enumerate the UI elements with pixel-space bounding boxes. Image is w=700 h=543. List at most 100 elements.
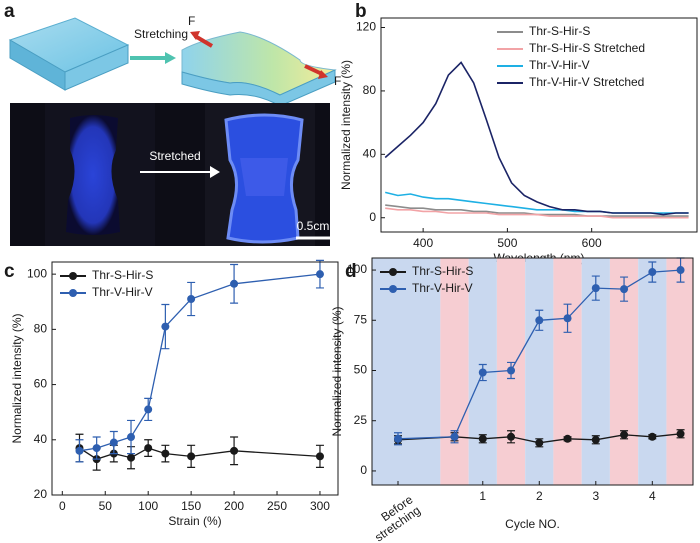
marker (187, 452, 196, 461)
marker (161, 322, 170, 331)
cycle-band (666, 258, 693, 485)
marker (478, 368, 487, 377)
marker (230, 446, 239, 455)
y-axis-title: Normalized intensity (%) (330, 306, 344, 436)
marker (648, 432, 657, 441)
y-tick-label: 50 (354, 363, 368, 377)
x-tick-label: 400 (413, 236, 433, 250)
marker (144, 444, 153, 453)
x-tick-label: 2 (536, 489, 543, 503)
marker (127, 433, 136, 442)
y-tick-label: 75 (354, 312, 368, 326)
cycle-band (553, 258, 582, 485)
marker (620, 285, 629, 294)
force-label: F (188, 14, 195, 28)
legend-label: Thr-S-Hir-S (529, 24, 590, 38)
y-tick-label: 40 (34, 432, 48, 446)
marker (75, 446, 84, 455)
marker (676, 429, 685, 438)
x-tick-label: 100 (138, 499, 158, 513)
marker (563, 314, 572, 323)
x-tick-label: 200 (224, 499, 244, 513)
marker (478, 434, 487, 443)
scale-bar-label: 0.5cm (297, 219, 330, 233)
x-tick-label: 150 (181, 499, 201, 513)
x-tick-label: 0 (59, 499, 66, 513)
axes-frame (51, 261, 339, 496)
legend-label: Thr-S-Hir-S (92, 268, 153, 282)
y-tick-label: 20 (34, 487, 48, 501)
illustration (8, 17, 337, 246)
force-label: F (334, 74, 341, 88)
x-tick-label: 600 (582, 236, 602, 250)
marker (92, 444, 101, 453)
cycle-band (638, 258, 667, 485)
marker (620, 430, 629, 439)
marker (507, 432, 516, 441)
marker (563, 434, 572, 443)
legend-label: Thr-V-Hir-V (92, 285, 153, 299)
y-tick-label: 100 (27, 266, 47, 280)
y-tick-label: 80 (34, 322, 48, 336)
marker (161, 449, 170, 458)
legend-marker (389, 268, 397, 276)
x-axis-title: Cycle NO. (505, 517, 560, 531)
x-tick-label: Beforestretching (365, 492, 423, 543)
marker (648, 268, 657, 277)
y-tick-label: 120 (356, 20, 376, 34)
marker (507, 366, 516, 375)
y-tick-label: 80 (363, 83, 377, 97)
annotation: Stretching (134, 27, 188, 41)
series-line (385, 207, 689, 219)
y-axis-title: Normalized intensity (%) (10, 313, 24, 443)
series-line (79, 273, 321, 452)
legend-label: Thr-V-Hir-V (412, 281, 473, 295)
marker (315, 452, 324, 461)
marker (127, 453, 136, 462)
x-tick-label: 500 (497, 236, 517, 250)
panel-label: a (4, 1, 15, 22)
panel-label: d (345, 261, 357, 282)
legend-label: Thr-S-Hir-S (412, 264, 473, 278)
panel-label: b (355, 1, 367, 22)
x-tick-label: 4 (649, 489, 656, 503)
y-tick-label: 0 (369, 210, 376, 224)
x-tick-label: 1 (479, 489, 486, 503)
cycle-band (372, 258, 441, 485)
marker (535, 316, 544, 325)
marker (591, 435, 600, 444)
panel-label: c (4, 261, 15, 282)
marker (144, 405, 153, 414)
y-axis-title: Normalized intensity (%) (339, 60, 353, 190)
y-tick-label: 25 (354, 413, 368, 427)
y-tick-label: 60 (34, 377, 48, 391)
cycle-band (525, 258, 554, 485)
x-tick-label: 250 (267, 499, 287, 513)
axes-frame (380, 17, 698, 233)
x-axis-title: Strain (%) (168, 514, 221, 528)
x-tick-label: 50 (99, 499, 113, 513)
marker (535, 438, 544, 447)
marker (450, 432, 459, 441)
y-tick-label: 100 (347, 262, 367, 276)
marker (315, 270, 324, 279)
marker (591, 284, 600, 293)
annotation: Stretched (149, 149, 200, 163)
x-tick-label: 3 (592, 489, 599, 503)
legend-label: Thr-V-Hir-V (529, 58, 590, 72)
marker (393, 434, 402, 443)
legend-label: Thr-V-Hir-V Stretched (529, 75, 644, 89)
marker (676, 266, 685, 275)
marker (187, 294, 196, 303)
legend-marker (389, 285, 397, 293)
marker (230, 279, 239, 288)
legend-label: Thr-S-Hir-S Stretched (529, 41, 645, 55)
legend-marker (69, 289, 77, 297)
x-tick-label: 300 (310, 499, 330, 513)
y-tick-label: 0 (360, 463, 367, 477)
series-line (384, 61, 689, 216)
series-line (397, 433, 681, 444)
axes-frame (371, 257, 694, 486)
